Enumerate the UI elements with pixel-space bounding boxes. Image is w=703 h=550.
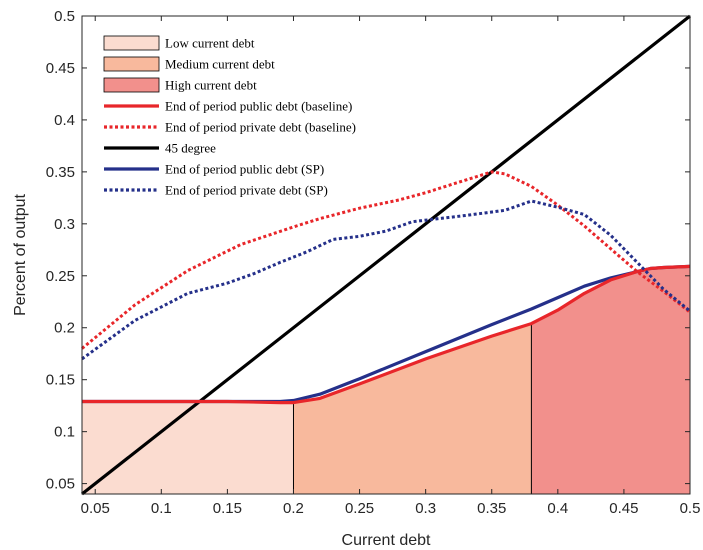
legend-swatch — [103, 77, 160, 93]
x-tick-label: 0.45 — [609, 500, 638, 517]
x-tick-label: 0.4 — [547, 500, 568, 517]
y-tick-label: 0.3 — [54, 216, 75, 233]
x-tick-label: 0.3 — [415, 500, 436, 517]
legend-label: End of period private debt (SP) — [165, 183, 328, 198]
legend-label: End of period public debt (SP) — [165, 162, 324, 177]
y-tick-label: 0.2 — [54, 320, 75, 337]
plot-frame — [81, 15, 691, 495]
series-lines — [81, 14, 691, 496]
legend-label: High current debt — [165, 78, 257, 93]
debt-regions — [82, 266, 690, 494]
x-tick-label: 0.35 — [477, 500, 506, 517]
y-tick-label: 0.1 — [54, 424, 75, 441]
series-line-45-degree — [81, 14, 691, 496]
legend: Low current debt Medium current debt High … — [103, 35, 356, 198]
legend-label: Medium current debt — [165, 57, 275, 72]
legend-label: 45 degree — [165, 141, 216, 156]
legend-label: End of period public debt (baseline) — [165, 99, 352, 114]
y-tick-label: 0.05 — [46, 476, 75, 493]
y-tick-label: 0.5 — [54, 8, 75, 25]
region-medium — [293, 323, 532, 494]
y-axis-ticks: 0.05 0.1 0.15 0.2 0.25 0.3 0.35 0.4 0.45 0.5 — [46, 8, 690, 493]
legend-swatch — [103, 56, 160, 72]
y-tick-label: 0.25 — [46, 268, 75, 285]
x-tick-label: 0.1 — [151, 500, 172, 517]
x-axis-ticks: 0.05 0.1 0.15 0.2 0.25 0.3 0.35 0.4 0.45 0.5 — [81, 16, 701, 517]
y-tick-label: 0.15 — [46, 372, 75, 389]
legend-label: Low current debt — [165, 36, 255, 51]
y-tick-label: 0.35 — [46, 164, 75, 181]
x-tick-label: 0.2 — [283, 500, 304, 517]
region-high — [531, 266, 690, 494]
series-line-end-of-period-public-debt-baseline — [82, 264, 691, 405]
legend-label: End of period private debt (baseline) — [165, 120, 356, 135]
x-tick-label: 0.5 — [680, 500, 701, 517]
x-tick-label: 0.05 — [81, 500, 110, 517]
x-tick-label: 0.25 — [345, 500, 374, 517]
y-tick-label: 0.45 — [46, 60, 75, 77]
y-tick-label: 0.4 — [54, 112, 75, 129]
series-line-end-of-period-private-debt-baseline — [81, 170, 691, 350]
y-axis-title: Percent of output — [12, 194, 29, 316]
region-low — [82, 401, 294, 494]
x-axis-title: Current debt — [342, 532, 431, 549]
x-tick-label: 0.15 — [213, 500, 242, 517]
legend-swatch — [103, 35, 160, 51]
